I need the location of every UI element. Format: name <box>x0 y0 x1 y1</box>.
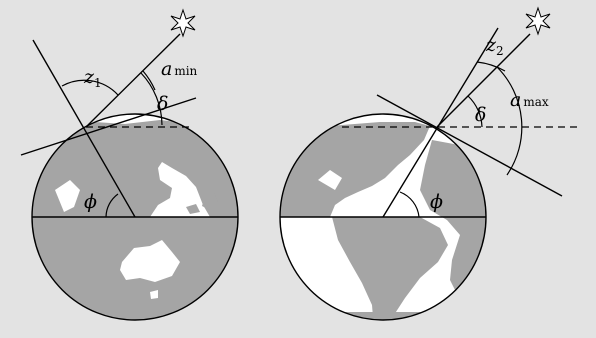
island-landmass <box>202 192 218 210</box>
right-z-arc <box>476 61 506 72</box>
right-delta-arc <box>467 95 483 128</box>
india-landmass <box>55 180 80 212</box>
australia-landmass <box>120 240 180 282</box>
star-icon <box>170 8 196 38</box>
left-horizon-tangent <box>20 97 197 156</box>
south-america-landmass <box>332 217 448 320</box>
north-america-landmass <box>280 122 430 217</box>
left-amin-arc <box>142 70 156 91</box>
tasmania-landmass <box>150 290 158 299</box>
left-z-label: z1 <box>83 66 102 90</box>
left-a-label: a min <box>161 58 198 80</box>
right-z-label: z2 <box>485 34 504 58</box>
bay-water <box>318 170 342 190</box>
right-phi-arc <box>399 191 420 218</box>
left-star-direction <box>85 33 181 128</box>
left-globe-landmasses <box>32 120 238 320</box>
right-horizon-tangent <box>376 94 563 197</box>
star-icon <box>525 6 551 36</box>
left-zenith-line <box>32 39 136 218</box>
africa-landmass <box>420 140 486 296</box>
left-phi-label: ϕ <box>84 191 97 213</box>
left-delta-arc <box>140 72 163 126</box>
right-amax-arc <box>496 66 523 176</box>
left-z-arc <box>61 79 119 96</box>
left-globe: z1 a min δ ϕ <box>20 8 239 321</box>
right-a-label: a max <box>510 89 549 111</box>
right-phi-label: ϕ <box>430 191 443 213</box>
asia-landmass <box>32 120 238 217</box>
left-delta-label: δ <box>157 93 168 115</box>
right-zenith-line <box>382 27 499 218</box>
right-delta-label: δ <box>475 104 486 126</box>
right-globe: z2 δ a max ϕ <box>279 6 580 321</box>
antarctica-landmass <box>320 312 440 320</box>
island-landmass <box>186 204 200 214</box>
left-phi-arc <box>105 193 119 218</box>
right-star-direction <box>436 33 531 128</box>
